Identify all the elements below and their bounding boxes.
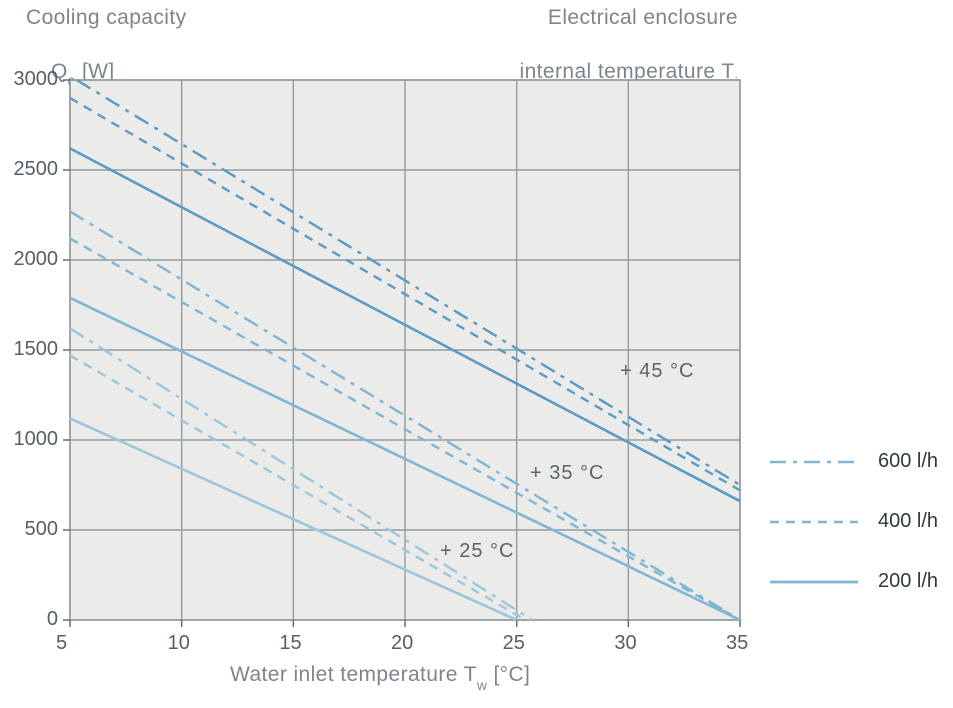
plot-area bbox=[0, 0, 953, 708]
y-tick-label: 2000 bbox=[0, 248, 58, 271]
x-tick-label: 5 bbox=[56, 632, 67, 655]
x-tick-label: 10 bbox=[168, 632, 190, 655]
legend-label: 400 l/h bbox=[878, 510, 938, 533]
x-tick-label: 35 bbox=[726, 632, 748, 655]
temp-annotation: + 45 °C bbox=[620, 360, 694, 383]
temp-annotation: + 25 °C bbox=[440, 540, 514, 563]
x-tick-label: 25 bbox=[503, 632, 525, 655]
y-tick-label: 0 bbox=[0, 608, 58, 631]
temp-annotation: + 35 °C bbox=[530, 462, 604, 485]
y-tick-label: 1000 bbox=[0, 428, 58, 451]
chart-container: Cooling capacity Q0 [W] Electrical enclo… bbox=[0, 0, 953, 708]
x-tick-label: 20 bbox=[391, 632, 413, 655]
legend-label: 200 l/h bbox=[878, 570, 938, 593]
legend-label: 600 l/h bbox=[878, 450, 938, 473]
x-axis-label: Water inlet temperature Tw [°C] bbox=[230, 663, 530, 689]
y-tick-label: 2500 bbox=[0, 158, 58, 181]
y-tick-label: 1500 bbox=[0, 338, 58, 361]
y-tick-label: 500 bbox=[0, 518, 58, 541]
y-tick-label: 3000 bbox=[0, 68, 58, 91]
x-tick-label: 15 bbox=[279, 632, 301, 655]
x-tick-label: 30 bbox=[614, 632, 636, 655]
